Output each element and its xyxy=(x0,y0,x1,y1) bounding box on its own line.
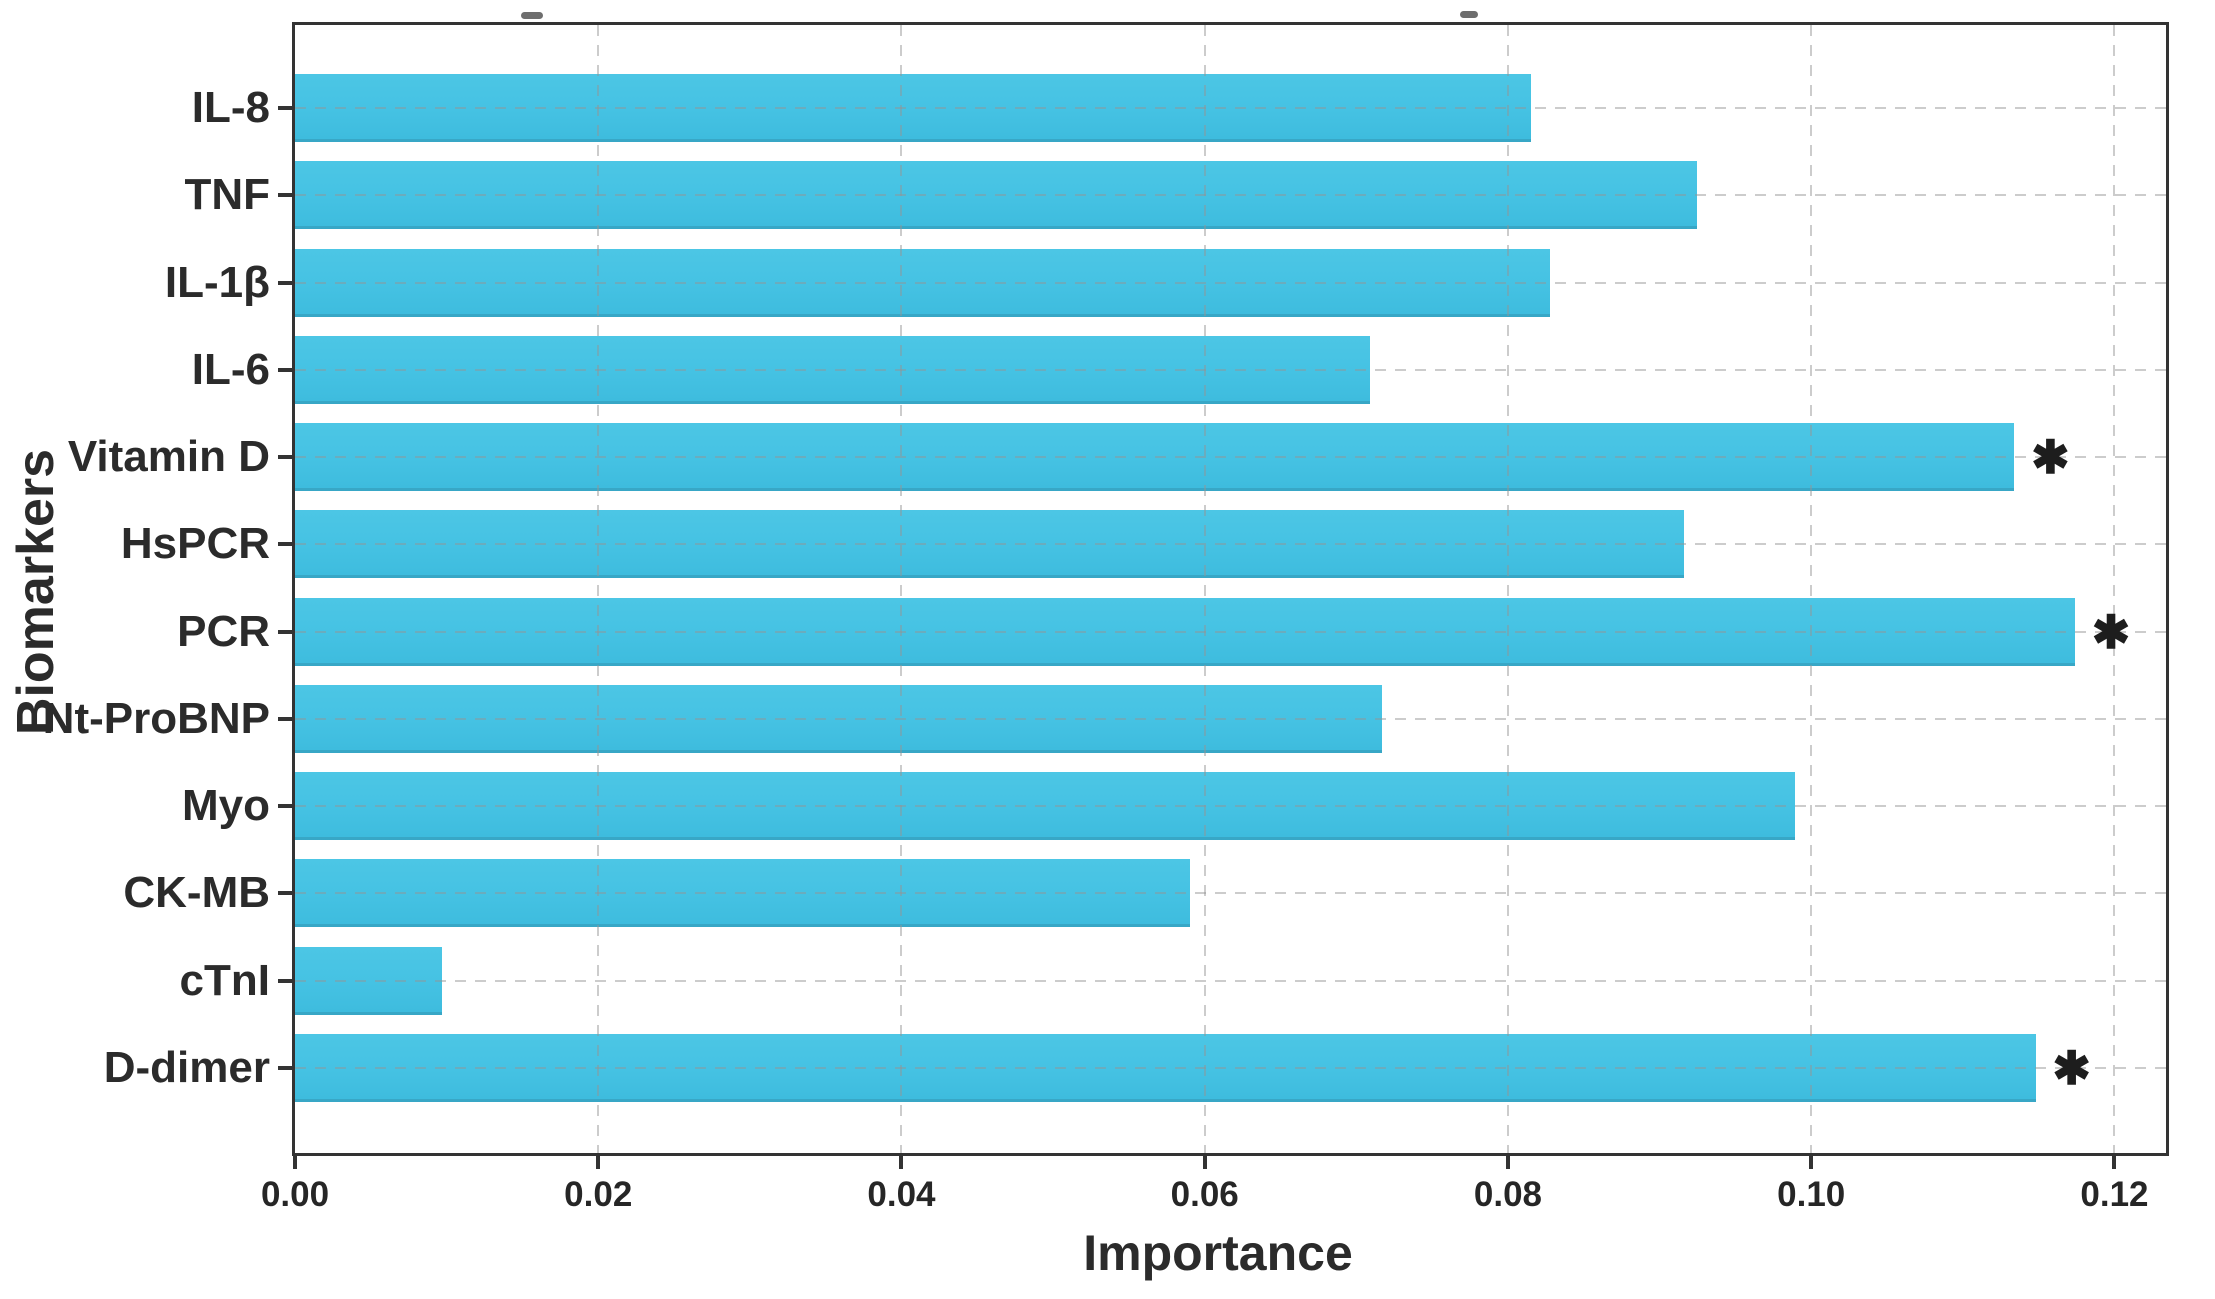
y-axis-tick xyxy=(278,716,295,721)
x-axis-tick xyxy=(1809,1156,1814,1169)
significance-asterisk: ✱ xyxy=(2031,431,2070,484)
y-gridline xyxy=(295,805,2166,808)
x-tick-label: 0.10 xyxy=(1777,1175,1846,1214)
y-gridline xyxy=(295,979,2166,982)
x-gridline xyxy=(900,25,903,1153)
y-axis-tick xyxy=(278,1066,295,1070)
y-gridline xyxy=(295,281,2166,284)
bar-myo xyxy=(295,772,1795,841)
y-tick-label: cTnI xyxy=(179,955,270,1005)
x-tick-label: 0.06 xyxy=(1170,1175,1239,1214)
y-gridline xyxy=(295,107,2166,109)
x-gridline xyxy=(1506,25,1509,1153)
y-tick-label: IL-1β xyxy=(164,257,270,307)
y-tick-label: TNF xyxy=(184,170,270,220)
y-tick-label: Nt-ProBNP xyxy=(42,693,270,743)
y-gridline xyxy=(295,1067,2166,1069)
y-axis-tick xyxy=(278,193,295,198)
x-axis-tick xyxy=(1505,1156,1510,1169)
y-axis-tick xyxy=(278,891,295,896)
y-axis-tick xyxy=(278,542,295,547)
bar-d-dimer xyxy=(295,1034,2036,1102)
x-gridline xyxy=(597,25,600,1153)
x-axis-tick xyxy=(596,1156,601,1169)
x-tick-label: 0.12 xyxy=(2080,1175,2149,1214)
y-tick-label: Myo xyxy=(182,781,270,831)
y-axis-tick xyxy=(278,978,295,983)
x-axis-tick xyxy=(1202,1156,1207,1169)
x-gridline xyxy=(1203,25,1206,1153)
x-gridline xyxy=(1810,25,1813,1153)
bar-il-8 xyxy=(295,74,1531,142)
bar-hspcr xyxy=(295,510,1684,579)
y-gridline xyxy=(295,194,2166,197)
y-gridline xyxy=(295,368,2166,371)
y-axis-tick xyxy=(278,367,295,372)
crop-artifact-mark-left xyxy=(521,12,543,19)
x-axis-tick xyxy=(2112,1156,2117,1169)
bar-il-1- xyxy=(295,248,1551,317)
x-gridline xyxy=(2113,25,2116,1153)
bar-il-6 xyxy=(295,335,1370,404)
y-tick-label: CK-MB xyxy=(123,868,270,918)
bar-tnf xyxy=(295,161,1698,230)
bar-ck-mb xyxy=(295,859,1190,928)
x-tick-label: 0.00 xyxy=(260,1175,330,1214)
x-axis-tick xyxy=(293,1156,297,1169)
bar-nt-probnp xyxy=(295,684,1383,753)
x-tick-label: 0.08 xyxy=(1473,1175,1543,1214)
plot-area: ✱ ✱ ✱ xyxy=(292,22,2169,1156)
y-tick-label: IL-6 xyxy=(191,344,270,394)
x-axis-tick xyxy=(899,1156,904,1169)
bar-vitamin-d xyxy=(295,423,2015,492)
x-tick-label: 0.04 xyxy=(867,1175,936,1214)
y-tick-label: D-dimer xyxy=(103,1043,270,1092)
y-axis-tick xyxy=(278,629,295,634)
significance-asterisk: ✱ xyxy=(2052,1042,2091,1094)
y-gridline xyxy=(295,456,2166,459)
y-axis-tick xyxy=(278,804,295,809)
x-axis-title: Importance xyxy=(1083,1225,1353,1281)
y-gridline xyxy=(295,892,2166,895)
crop-artifact-mark-right xyxy=(1460,11,1478,18)
significance-asterisk: ✱ xyxy=(2091,605,2131,658)
y-gridline xyxy=(295,630,2166,633)
y-tick-label: HsPCR xyxy=(120,519,270,569)
y-gridline xyxy=(295,543,2166,546)
y-gridline xyxy=(295,717,2166,720)
y-axis-tick xyxy=(278,280,295,285)
y-tick-label: IL-8 xyxy=(191,83,270,132)
bar-pcr xyxy=(295,597,2076,666)
y-tick-label: Vitamin D xyxy=(67,432,270,482)
y-axis-tick xyxy=(278,455,295,460)
y-axis-tick xyxy=(278,106,295,110)
bar-ctni xyxy=(295,946,443,1015)
y-tick-label: PCR xyxy=(177,606,270,656)
x-tick-label: 0.02 xyxy=(564,1175,633,1214)
